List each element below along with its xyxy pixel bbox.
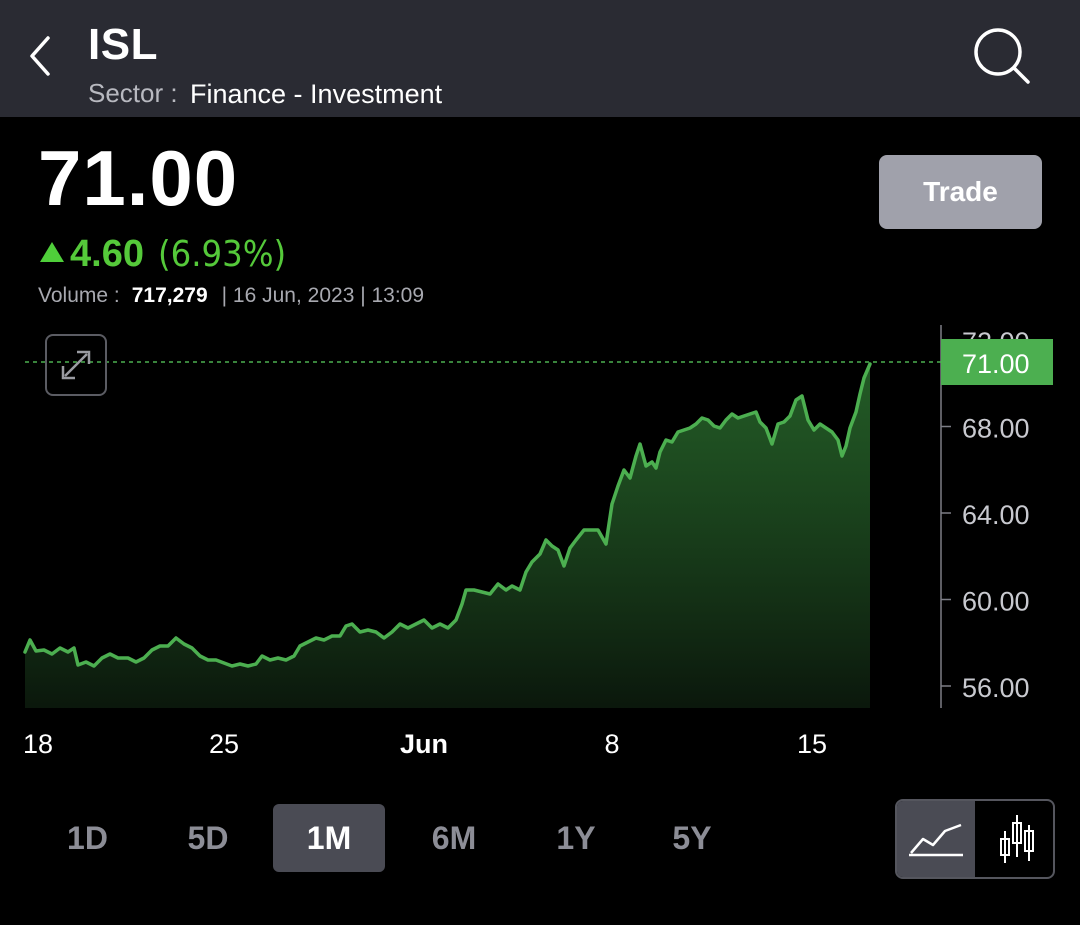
- current-price-tag: [941, 339, 1053, 385]
- search-button[interactable]: [970, 26, 1034, 86]
- change-absolute: 4.60: [70, 232, 144, 275]
- x-tick-label: 18: [23, 729, 53, 759]
- y-tick-label: 64.00: [962, 500, 1030, 530]
- price-area-fill: [25, 364, 870, 708]
- price-series-line: [23, 362, 872, 668]
- period-tab-5d[interactable]: 5D: [187, 820, 229, 856]
- expand-icon: [61, 350, 91, 380]
- period-tab-5y[interactable]: 5Y: [672, 820, 712, 856]
- quote-datetime: | 16 Jun, 2023 | 13:09: [221, 284, 425, 307]
- last-price: 71.00: [38, 134, 239, 222]
- y-tick-label: 56.00: [962, 673, 1030, 703]
- period-tab-1y[interactable]: 1Y: [556, 820, 596, 856]
- volume-value: 717,279: [131, 284, 208, 307]
- expand-chart-button[interactable]: [45, 334, 107, 396]
- x-tick-label: 8: [604, 729, 619, 759]
- line-chart-icon: [909, 823, 963, 857]
- period-tab-1m[interactable]: 1M: [273, 804, 385, 872]
- sector-value: Finance - Investment: [190, 79, 443, 109]
- price-change: 4.60 (6.93%): [40, 232, 286, 276]
- x-tick-label: Jun: [400, 729, 448, 759]
- arrow-up-icon: [40, 242, 64, 262]
- line-chart-button[interactable]: [897, 801, 975, 877]
- volume-label: Volume :: [38, 284, 120, 307]
- period-tab-1d[interactable]: 1D: [67, 820, 108, 856]
- candlestick-icon: [1000, 815, 1034, 863]
- x-tick-label: 25: [209, 729, 239, 759]
- top-app-bar: ISL Sector : Finance - Investment: [0, 0, 1080, 117]
- x-tick-label: 15: [797, 729, 827, 759]
- current-price-tag-label: 71.00: [962, 349, 1030, 379]
- stock-symbol-title: ISL: [88, 20, 158, 69]
- candlestick-chart-button[interactable]: [977, 801, 1053, 877]
- chart-type-toggle: [895, 799, 1055, 879]
- back-button[interactable]: [22, 32, 62, 80]
- volume-row: Volume : 717,279 | 16 Jun, 2023 | 13:09: [38, 284, 424, 308]
- change-percent: (6.93%): [157, 233, 287, 275]
- y-tick-label: 60.00: [962, 587, 1030, 617]
- sector-label: Sector :: [88, 78, 178, 108]
- search-icon: [974, 28, 1030, 84]
- chevron-left-icon: [30, 36, 50, 76]
- y-tick-label: 68.00: [962, 414, 1030, 444]
- period-tab-6m[interactable]: 6M: [431, 820, 477, 856]
- trade-button[interactable]: Trade: [879, 155, 1042, 229]
